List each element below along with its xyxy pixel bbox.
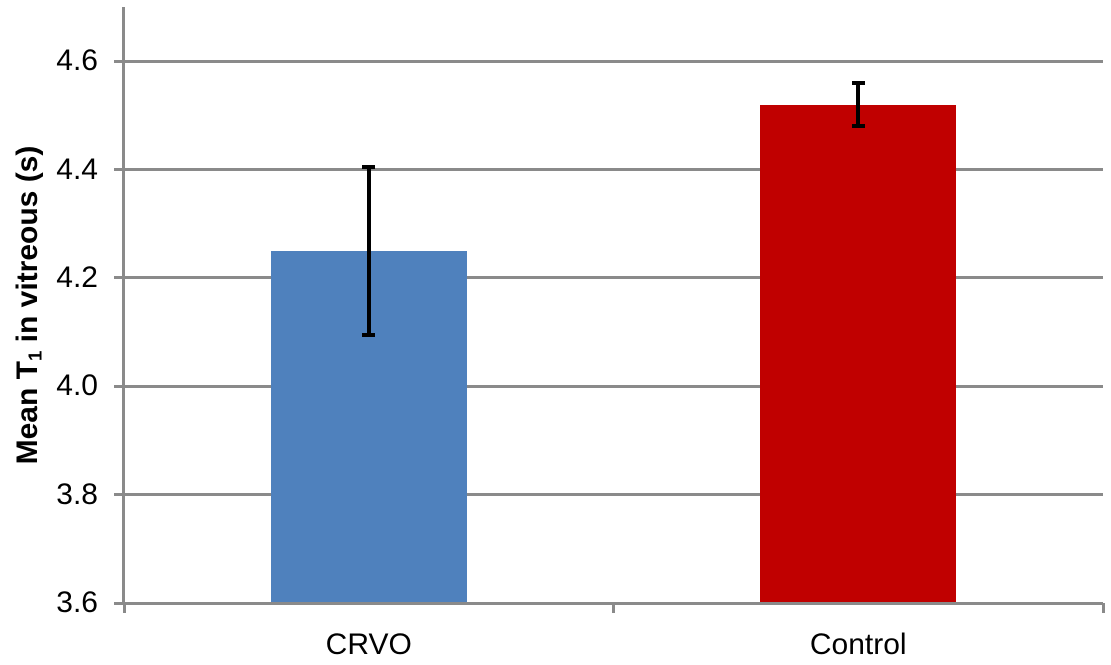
x-axis-tick bbox=[1101, 603, 1105, 613]
y-axis-tick bbox=[114, 168, 124, 172]
y-axis-title-subscript: 1 bbox=[24, 350, 46, 362]
y-axis-line bbox=[122, 7, 125, 605]
y-axis-tick bbox=[114, 276, 124, 280]
error-bar-top-cap bbox=[362, 164, 376, 169]
gridline bbox=[124, 276, 1103, 280]
x-category-label: CRVO bbox=[325, 628, 412, 661]
error-bar bbox=[856, 82, 861, 127]
error-bar-bottom-cap bbox=[851, 124, 865, 129]
gridline bbox=[124, 59, 1103, 63]
bar-control bbox=[760, 104, 957, 603]
x-axis-tick bbox=[612, 603, 615, 613]
y-tick-label: 4.6 bbox=[56, 44, 98, 78]
gridline bbox=[124, 168, 1103, 172]
error-bar-bottom-cap bbox=[362, 332, 376, 337]
x-category-label: Control bbox=[809, 628, 907, 661]
gridline bbox=[124, 493, 1103, 497]
error-bar bbox=[366, 166, 371, 335]
error-bar-top-cap bbox=[851, 80, 865, 85]
y-tick-label: 4.4 bbox=[56, 152, 98, 186]
y-tick-label: 4.0 bbox=[56, 369, 98, 403]
x-axis-tick bbox=[122, 603, 126, 613]
y-axis-tick bbox=[114, 493, 124, 497]
y-tick-label: 3.8 bbox=[56, 477, 98, 511]
gridline bbox=[124, 384, 1103, 388]
y-axis-tick bbox=[114, 384, 124, 388]
y-axis-title: Mean T1 in vitreous (s) bbox=[11, 146, 46, 465]
y-tick-label: 3.6 bbox=[56, 586, 98, 619]
y-tick-label: 4.2 bbox=[56, 260, 98, 294]
y-axis-tick bbox=[114, 601, 124, 605]
y-axis-tick bbox=[114, 59, 124, 63]
